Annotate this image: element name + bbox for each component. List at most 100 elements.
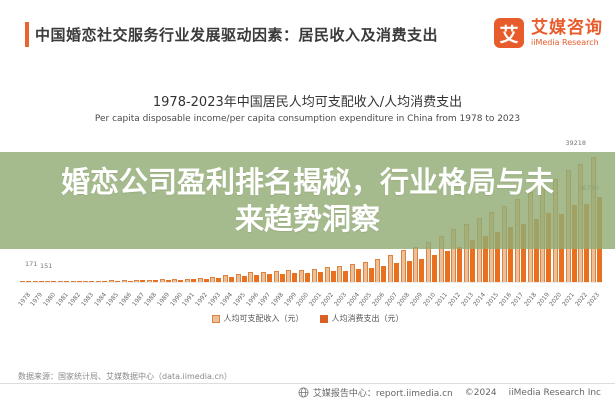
bar-pair-1988	[146, 280, 158, 282]
bar-income-1998	[273, 271, 279, 282]
bar-income-1987	[134, 280, 140, 282]
bar-consumption-2018	[533, 219, 539, 282]
legend-label-income: 人均可支配收入（元）	[223, 314, 304, 323]
bar-income-1990	[172, 279, 178, 282]
bar-pair-1991	[184, 279, 196, 282]
bar-pair-1998	[273, 271, 285, 282]
bar-income-1995	[235, 274, 241, 282]
bar-consumption-2012	[457, 247, 463, 282]
bar-income-1986	[121, 280, 127, 282]
bar-consumption-2001	[317, 272, 323, 282]
bar-income-2007	[387, 255, 393, 282]
bar-consumption-2006	[381, 266, 387, 282]
bar-pair-1997	[261, 272, 273, 282]
bar-income-2003	[337, 266, 343, 282]
logo-name-cn: 艾媒咨询	[531, 17, 603, 38]
bar-pair-2009	[413, 247, 425, 282]
bar-pair-1980	[45, 281, 57, 282]
bar-pair-1994	[223, 275, 234, 282]
bar-income-2008	[400, 250, 406, 282]
bar-pair-2002	[324, 267, 336, 282]
bar-consumption-2014	[482, 236, 488, 282]
chart-legend: 人均可支配收入（元） 人均消费支出（元）	[0, 313, 615, 324]
chart-title: 1978-2023年中国居民人均可支配收入/人均消费支出	[152, 95, 463, 110]
watermark-text: 婚恋公司盈利排名揭秘，行业格局与未来趋势洞察	[60, 164, 554, 236]
bar-consumption-2000	[305, 273, 311, 282]
bar-income-1993	[210, 277, 216, 282]
bar-consumption-1982	[76, 281, 82, 282]
legend-label-consumption: 人均消费支出（元）	[331, 314, 404, 323]
iimedia-logo-icon: 艾	[494, 18, 524, 48]
bar-pair-2008	[400, 250, 412, 282]
bar-pair-2006	[375, 259, 387, 282]
bar-consumption-2003	[343, 271, 349, 282]
bar-pair-1987	[134, 280, 146, 282]
bar-income-1985	[108, 280, 114, 282]
bar-income-2005	[362, 262, 368, 282]
bar-pair-1995	[235, 274, 247, 282]
bar-pair-1992	[197, 278, 209, 282]
bar-pair-1978	[20, 281, 31, 282]
globe-icon	[298, 387, 309, 398]
bar-pair-1993	[210, 277, 222, 282]
bar-income-2009	[413, 247, 419, 282]
bar-consumption-1980	[51, 281, 57, 282]
legend-swatch-income	[211, 314, 220, 323]
bar-pair-1979	[32, 281, 44, 282]
bar-consumption-2010	[432, 255, 437, 282]
bar-consumption-1978	[26, 281, 31, 282]
bar-income-1978	[20, 281, 25, 282]
bar-consumption-1991	[190, 279, 196, 282]
bar-consumption-1998	[279, 274, 285, 282]
bar-consumption-1988	[152, 280, 158, 282]
bar-income-1989	[159, 279, 165, 282]
bar-consumption-1999	[292, 273, 298, 282]
legend-item-consumption: 人均消费支出（元）	[319, 313, 404, 324]
x-tick-1998: 1998	[269, 291, 285, 308]
report-center-link: 艾媒报告中心：report.iimedia.cn	[312, 389, 453, 399]
x-axis-labels: 1978 1979 1980 1981 1982 1983 1984 1985 1986 1987…	[17, 284, 602, 308]
bar-pair-1985	[108, 280, 120, 282]
bar-pair-2003	[337, 266, 349, 282]
bar-pair-2001	[311, 269, 323, 282]
bar-income-1988	[146, 280, 152, 282]
x-tick-1995: 1995	[231, 291, 247, 308]
bar-consumption-2011	[444, 251, 450, 282]
bar-pair-1981	[58, 281, 70, 282]
bar-income-1983	[83, 281, 89, 282]
bar-income-1991	[184, 279, 190, 282]
title-accent-bar	[25, 22, 29, 47]
bar-consumption-1992	[203, 279, 209, 282]
bar-income-2001	[311, 269, 317, 282]
bar-consumption-1996	[254, 275, 260, 282]
bar-pair-2000	[299, 270, 311, 282]
bar-consumption-2004	[355, 269, 361, 282]
bar-income-2006	[375, 259, 381, 282]
bar-pair-1990	[172, 279, 184, 282]
bar-consumption-1995	[241, 276, 247, 282]
header: 中国婚恋社交服务行业发展驱动因素：居民收入及消费支出 艾 艾媒咨询 iiMedi…	[0, 16, 615, 56]
value-label-1978-income: 171	[25, 260, 38, 268]
bar-income-2000	[299, 270, 305, 282]
bar-income-1996	[248, 272, 254, 282]
bar-consumption-1986	[127, 281, 133, 282]
bar-income-1997	[261, 272, 267, 282]
bar-income-1984	[96, 281, 102, 282]
logo-name-en: iiMedia Research	[531, 37, 599, 47]
bar-pair-1984	[96, 281, 108, 282]
bar-consumption-1984	[102, 281, 108, 282]
company-name: iiMedia Research Inc	[508, 387, 601, 398]
bar-consumption-2013	[470, 240, 476, 282]
bar-consumption-2017	[520, 224, 526, 282]
legend-swatch-consumption	[319, 314, 328, 323]
copyright-text: ©2024	[464, 387, 497, 398]
watermark-banner: 婚恋公司盈利排名揭秘，行业格局与未来趋势洞察	[0, 152, 615, 249]
bar-pair-1982	[70, 281, 82, 282]
bar-income-1980	[45, 281, 51, 282]
bar-pair-1999	[286, 270, 298, 282]
legend-item-income: 人均可支配收入（元）	[211, 313, 304, 324]
bar-pair-1989	[159, 279, 171, 282]
bar-consumption-1987	[140, 280, 146, 282]
bar-consumption-2009	[419, 259, 425, 282]
